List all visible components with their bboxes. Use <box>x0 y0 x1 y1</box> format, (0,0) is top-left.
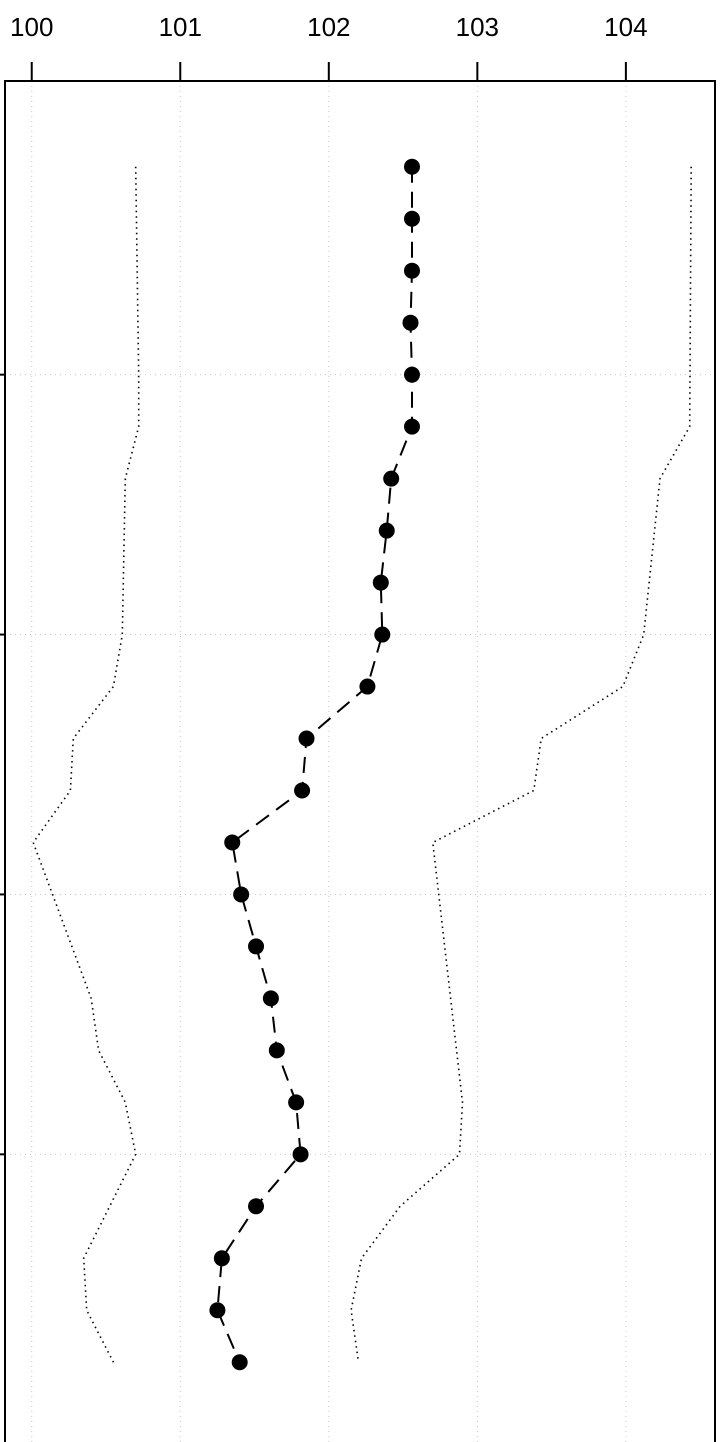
estimate-point-23 <box>209 1302 226 1319</box>
axes: 100 101 102 103 104 <box>0 12 648 1156</box>
series-layer <box>32 158 692 1371</box>
estimate-point-20 <box>292 1146 309 1163</box>
estimate-point-18 <box>268 1042 285 1059</box>
estimate-point-11 <box>359 678 376 695</box>
estimate-point-14 <box>224 834 241 851</box>
estimate-point-6 <box>403 418 420 435</box>
estimate-point-15 <box>233 886 250 903</box>
plot-frame <box>4 80 716 1442</box>
x-tick-label-1: 101 <box>159 12 202 42</box>
x-tick-label-3: 103 <box>456 12 499 42</box>
x-tick-label-2: 102 <box>307 12 350 42</box>
estimate-point-8 <box>378 522 395 539</box>
estimate-point-16 <box>248 938 265 955</box>
grid-lines <box>5 81 715 1442</box>
estimate-point-2 <box>403 210 420 227</box>
estimate-point-4 <box>402 314 419 331</box>
lower-bound-line <box>32 166 140 1363</box>
estimate-point-24 <box>231 1354 248 1371</box>
x-tick-label-4: 104 <box>604 12 647 42</box>
upper-bound-line <box>350 166 692 1363</box>
estimate-point-9 <box>372 574 389 591</box>
estimate-point-1 <box>403 158 420 175</box>
estimate-point-7 <box>383 470 400 487</box>
estimate-point-22 <box>213 1250 230 1267</box>
estimate-point-5 <box>403 366 420 383</box>
estimate-point-17 <box>262 990 279 1007</box>
estimate-point-3 <box>403 262 420 279</box>
estimate-line <box>216 166 413 1363</box>
estimate-point-13 <box>294 782 311 799</box>
x-tick-label-0: 100 <box>10 12 53 42</box>
estimate-point-21 <box>248 1198 265 1215</box>
estimate-point-19 <box>288 1094 305 1111</box>
estimate-point-12 <box>298 730 315 747</box>
estimate-point-10 <box>374 626 391 643</box>
